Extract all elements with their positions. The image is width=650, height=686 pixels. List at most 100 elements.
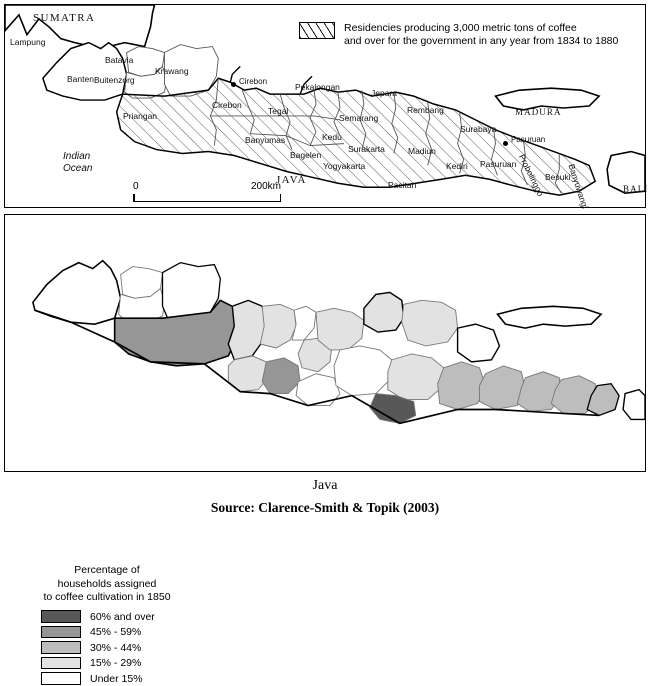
residency-boundaries-top [209, 78, 562, 194]
island-label-sumatra: SUMATRA [33, 12, 96, 24]
region-madura [494, 87, 601, 111]
hatch-legend-line2: and over for the government in any year … [344, 35, 619, 48]
legend-label-45-59: 45% - 59% [90, 626, 142, 639]
choro-region-kediri [437, 361, 486, 410]
choro-region-madiun [387, 353, 445, 401]
legend-swatch-15-29 [41, 656, 81, 670]
residency-label-jepara: Jepara [371, 88, 397, 98]
region-bali [606, 150, 645, 194]
legend-item-under-15: Under 15% [23, 671, 191, 686]
legend-label-30-44: 30% - 44% [90, 641, 142, 654]
residency-label-semarang: Semarang [339, 113, 379, 123]
choropleth-legend: Percentage of households assigned to cof… [23, 564, 191, 686]
residency-label-surabaya: Surabaya [460, 124, 497, 134]
island-label-java: JAVA [276, 174, 307, 186]
city-dot-pasuruan [503, 141, 508, 146]
legend-title-line3: to coffee cultivation in 1850 [43, 591, 171, 604]
choro-region-krawang [161, 261, 221, 321]
hatch-legend: Residencies producing 3,000 metric tons … [299, 22, 618, 49]
legend-item-30-44: 30% - 44% [23, 640, 191, 656]
residency-label-tegal: Tegal [268, 106, 289, 116]
choro-region-tegal [259, 303, 297, 349]
bottom-map-panel: Percentage of households assigned to cof… [4, 214, 646, 685]
legend-label-15-29: 15% - 29% [90, 657, 142, 670]
residency-label-pacitan: Pacitan [388, 180, 417, 190]
caption-title: Java [312, 478, 338, 493]
legend-title-line2: households assigned [57, 577, 157, 590]
residency-label-priangan: Priangan [123, 111, 158, 121]
legend-title-line1: Percentage of [74, 564, 140, 576]
choro-region-pacitan [369, 393, 417, 424]
choro-region-jepara [363, 291, 405, 333]
residency-label-buitenzorg: Buitenzorg [94, 75, 135, 85]
legend-swatch-30-44 [41, 641, 81, 654]
choropleth-legend-items: 60% and over 45% - 59% 30% - 44% 15% - 2… [23, 609, 191, 686]
legend-label-under-15: Under 15% [90, 672, 143, 685]
hatch-legend-text: Residencies producing 3,000 metric tons … [344, 22, 618, 49]
figure-caption: Java Source: Clarence-Smith & Topik (200… [0, 478, 650, 516]
choro-region-yogyakarta [295, 373, 341, 406]
island-label-bali: BALI [623, 184, 649, 194]
residency-label-cirebon: Cirebon [212, 100, 242, 110]
choro-region-pasuruan [479, 365, 526, 410]
hatch-swatch-icon [299, 22, 335, 39]
scale-bar-max: 200km [250, 181, 281, 192]
hatch-legend-line1: Residencies producing 3,000 metric tons … [344, 22, 577, 34]
legend-item-15-29: 15% - 29% [23, 655, 191, 671]
residency-label-banyumas: Banyumas [245, 135, 286, 145]
island-label-madura: MADURA [515, 107, 562, 117]
legend-swatch-60-and-over [41, 610, 81, 623]
choro-region-cirebon [227, 299, 267, 361]
scale-bar-line [133, 194, 281, 202]
region-hatched-block [115, 77, 597, 196]
choro-region-besuki [550, 375, 598, 414]
legend-item-60-and-over: 60% and over [23, 609, 191, 625]
java-coffee-figure: Residencies producing 3,000 metric tons … [0, 4, 650, 685]
region-banten-shape [42, 41, 128, 101]
city-dot-cirebon [231, 82, 236, 87]
residency-label-krawang: Krawang [155, 66, 189, 76]
choro-region-pekalongan [291, 305, 317, 341]
residency-label-batavia: Batavia [105, 55, 134, 65]
residency-label-pasuruan: Pasuruan [480, 159, 517, 169]
choro-region-banyuwangi [586, 382, 620, 417]
residency-label-besuki: Besuki [545, 172, 571, 182]
legend-label-60-and-over: 60% and over [90, 610, 155, 623]
residency-label-pekalongan: Pekalongan [295, 82, 340, 92]
choropleth-legend-title: Percentage of households assigned to cof… [23, 564, 191, 605]
bottom-choropleth-graphic [32, 259, 645, 425]
residency-label-surakarta: Surakarta [348, 144, 385, 154]
city-label-cirebon: Cirebon [239, 77, 268, 86]
south-coastline [34, 309, 600, 425]
scale-bar: 0 200km [133, 181, 281, 202]
residency-label-kedu: Kedu [322, 132, 342, 142]
ocean-label-indian-ocean: Indian Ocean [63, 151, 92, 174]
top-map-graphic [5, 5, 645, 196]
choro-region-banyumas [227, 355, 269, 393]
legend-swatch-45-59 [41, 625, 81, 639]
choro-region-surabaya [456, 323, 501, 363]
choro-region-semarang [315, 307, 365, 351]
ocean-label-line2: Ocean [63, 162, 93, 174]
legend-swatch-under-15 [41, 672, 81, 685]
residency-label-rembang: Rembang [407, 105, 444, 115]
choro-region-probolinggo [516, 371, 562, 412]
ocean-label-line1: Indian [63, 151, 91, 162]
legend-item-45-59: 45% - 59% [23, 624, 191, 640]
residency-label-banten: Banten [67, 74, 94, 84]
top-map-panel: Residencies producing 3,000 metric tons … [4, 4, 649, 210]
residency-label-yogyakarta: Yogyakarta [323, 161, 366, 171]
residency-label-madiun: Madiun [408, 146, 436, 156]
caption-source: Source: Clarence-Smith & Topik (2003) [210, 500, 440, 515]
city-label-pasuruan: Pasuruan [511, 135, 546, 144]
choro-region-rembang [401, 299, 459, 347]
scale-bar-min: 0 [133, 181, 139, 192]
residency-label-lampung: Lampung [10, 37, 46, 47]
residency-label-kediri: Kediri [446, 161, 468, 171]
region-krawang-shape [164, 44, 219, 97]
choro-region-surakarta [333, 345, 393, 397]
coastline-details [229, 65, 313, 95]
choro-region-madura [496, 305, 603, 329]
choro-region-bagelen [261, 357, 301, 395]
choro-region-bali [622, 388, 645, 421]
